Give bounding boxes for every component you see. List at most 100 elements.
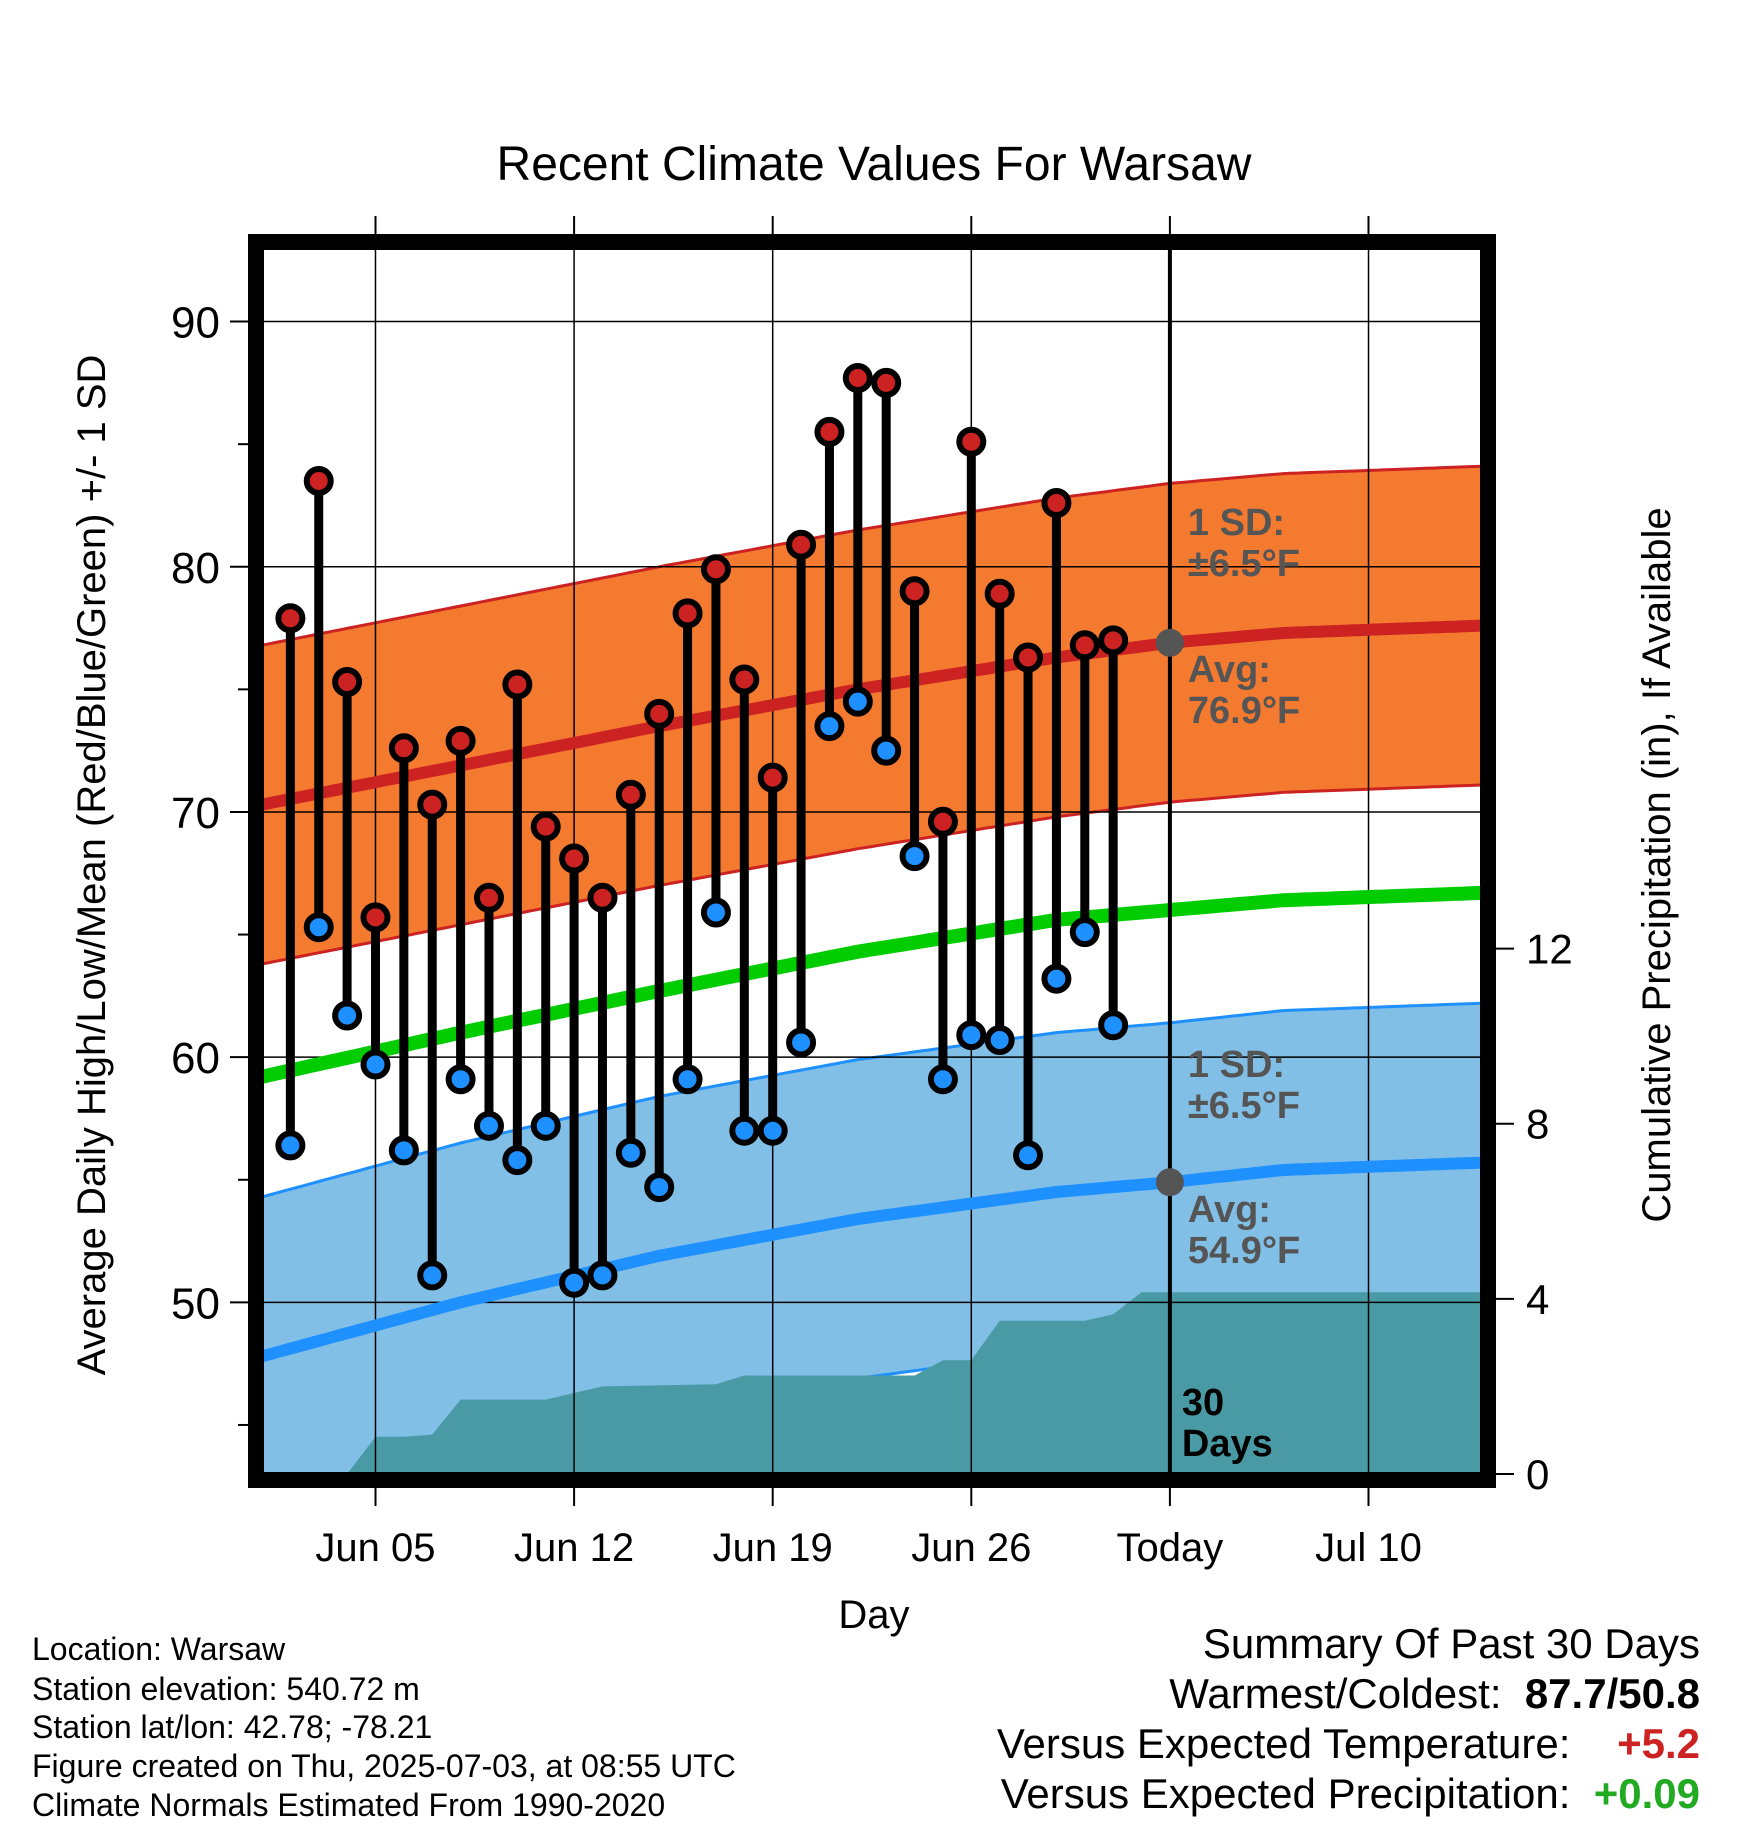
summary-warmest-value: 87.7 <box>1524 1670 1607 1717</box>
daily-low-point <box>445 1064 476 1095</box>
daily-low-point <box>927 1064 958 1095</box>
high-sd-band-upper-edge <box>262 464 1482 647</box>
summary-coldest-value: 50.8 <box>1618 1670 1700 1717</box>
y-tick-label: 60 <box>171 1034 220 1083</box>
days-count-label: 30 <box>1182 1382 1224 1424</box>
summary-warmest-label: Warmest/Coldest: <box>1169 1670 1502 1717</box>
daily-high-point <box>700 554 731 585</box>
daily-high-point <box>984 578 1015 609</box>
summary-temp-label: Versus Expected Temperature: <box>996 1720 1571 1767</box>
daily-high-point <box>814 416 845 447</box>
daily-low-point <box>842 686 873 717</box>
summary-warmest-row: Warmest/Coldest: 87.7/50.8 <box>1169 1670 1700 1717</box>
daily-high-point <box>672 598 703 629</box>
daily-high-point <box>587 882 618 913</box>
daily-low-point <box>1013 1140 1044 1171</box>
x-tick-label: Today <box>1117 1526 1224 1570</box>
daily-low-point <box>360 1049 391 1080</box>
daily-high-point <box>956 426 987 457</box>
low-sd-band <box>262 1003 1482 1474</box>
y-axis-label: Average Daily High/Low/Mean (Red/Blue/Gr… <box>70 355 114 1376</box>
daily-low-point <box>871 735 902 766</box>
y-right-tick-label: 4 <box>1526 1276 1549 1323</box>
daily-high-point <box>559 843 590 874</box>
y-right-tick-label: 0 <box>1526 1451 1549 1498</box>
daily-low-point <box>899 841 930 872</box>
y-tick-label: 90 <box>171 299 220 348</box>
daily-high-point <box>927 806 958 837</box>
daily-high-point <box>842 362 873 393</box>
daily-high-point <box>871 367 902 398</box>
summary-precip-row: Versus Expected Precipitation: +0.09 <box>1001 1770 1700 1818</box>
daily-high-point <box>473 882 504 913</box>
x-tick-label: Jun 19 <box>713 1526 833 1570</box>
daily-high-point <box>360 902 391 933</box>
daily-low-point <box>502 1145 533 1176</box>
daily-high-point <box>1041 488 1072 519</box>
meta-created: Figure created on Thu, 2025-07-03, at 08… <box>32 1748 736 1784</box>
summary-temp-value: +5.2 <box>1617 1720 1700 1767</box>
meta-elevation: Station elevation: 540.72 m <box>32 1671 420 1707</box>
today-high-normal-marker <box>1155 628 1184 657</box>
daily-high-point <box>786 529 817 560</box>
high-sd-band <box>262 466 1482 964</box>
today-low-normal-marker <box>1155 1168 1184 1197</box>
daily-low-point <box>388 1135 419 1166</box>
daily-high-point <box>729 664 760 695</box>
daily-low-point <box>559 1267 590 1298</box>
meta-location: Location: Warsaw <box>32 1631 286 1667</box>
daily-low-point <box>956 1020 987 1051</box>
daily-low-point <box>729 1115 760 1146</box>
daily-low-point <box>757 1115 788 1146</box>
daily-high-point <box>332 667 363 698</box>
daily-high-point <box>417 789 448 820</box>
daily-low-point <box>615 1137 646 1168</box>
daily-low-point <box>672 1064 703 1095</box>
daily-low-point <box>473 1110 504 1141</box>
daily-high-point <box>1069 630 1100 661</box>
low-avg-value: 54.9°F <box>1188 1230 1300 1272</box>
daily-low-point <box>587 1260 618 1291</box>
low-normal-line <box>262 1156 1482 1363</box>
meta-latlon: Station lat/lon: 42.78; -78.21 <box>32 1709 433 1745</box>
daily-low-point <box>984 1024 1015 1055</box>
y-tick-label: 70 <box>171 789 220 838</box>
daily-low-point <box>530 1110 561 1141</box>
daily-low-point <box>275 1130 306 1161</box>
daily-high-point <box>1013 642 1044 673</box>
low-avg-label: Avg: <box>1188 1189 1271 1231</box>
daily-low-point <box>1069 917 1100 948</box>
summary-precip-value: +0.09 <box>1593 1770 1700 1817</box>
x-axis-label: Day <box>838 1593 909 1637</box>
daily-high-point <box>757 762 788 793</box>
y-right-tick-label: 8 <box>1526 1101 1549 1148</box>
daily-high-point <box>303 465 334 496</box>
daily-low-point <box>1041 963 1072 994</box>
precipitation-area <box>262 1292 1482 1474</box>
daily-high-point <box>502 669 533 700</box>
daily-low-point <box>644 1172 675 1203</box>
daily-high-point <box>644 698 675 729</box>
meta-normals: Climate Normals Estimated From 1990-2020 <box>32 1787 666 1823</box>
high-sd-label: 1 SD: <box>1188 502 1285 544</box>
x-tick-label: Jul 10 <box>1315 1526 1422 1570</box>
low-sd-label: 1 SD: <box>1188 1044 1285 1086</box>
y-axis-right-label: Cumulative Precipitation (in), If Availa… <box>1635 507 1679 1222</box>
plot-frame <box>248 234 1496 1488</box>
daily-low-point <box>786 1027 817 1058</box>
y-tick-label: 50 <box>171 1279 220 1328</box>
mean-normal-line <box>262 885 1482 1084</box>
x-tick-label: Jun 05 <box>315 1526 435 1570</box>
daily-high-point <box>1098 625 1129 656</box>
daily-high-point <box>530 811 561 842</box>
days-word-label: Days <box>1182 1423 1273 1465</box>
daily-low-point <box>303 912 334 943</box>
low-sd-value: ±6.5°F <box>1188 1085 1300 1127</box>
daily-high-point <box>615 779 646 810</box>
summary-temp-row: Versus Expected Temperature: +5.2 <box>997 1720 1700 1768</box>
daily-low-point <box>417 1260 448 1291</box>
chart-title: Recent Climate Values For Warsaw <box>497 138 1252 191</box>
